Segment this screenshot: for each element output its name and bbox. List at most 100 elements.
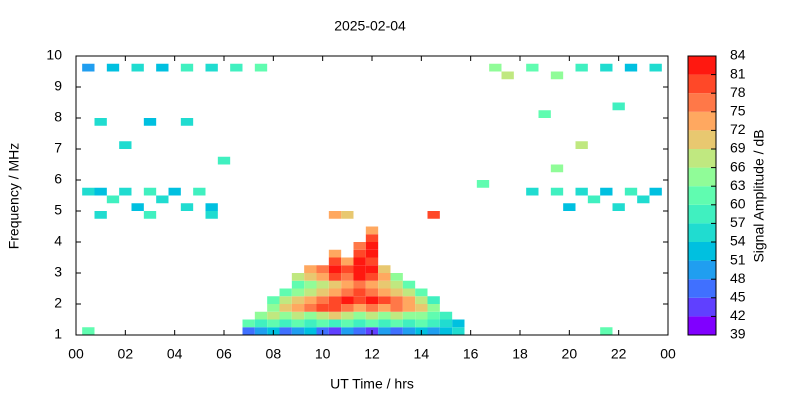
cell xyxy=(279,319,292,328)
cell xyxy=(365,288,379,297)
colorbar-band xyxy=(688,242,716,261)
cell xyxy=(143,187,157,196)
colorbar-tick-label: 45 xyxy=(730,289,746,305)
colorbar-tick-label: 84 xyxy=(730,47,746,63)
cell xyxy=(304,319,317,328)
cell xyxy=(328,311,342,320)
cell xyxy=(168,187,181,196)
cell xyxy=(180,203,194,211)
cell xyxy=(316,311,329,320)
x-tick-label: 00 xyxy=(68,346,84,362)
cell xyxy=(328,273,342,281)
cell xyxy=(415,311,428,320)
cell xyxy=(402,296,416,304)
y-tick-label: 3 xyxy=(54,264,62,280)
cell xyxy=(341,327,354,335)
cell xyxy=(600,327,613,335)
cell xyxy=(378,319,391,328)
cell xyxy=(328,211,342,219)
cell xyxy=(82,327,95,335)
cell xyxy=(316,273,329,281)
cell xyxy=(365,304,379,312)
x-tick-label: 18 xyxy=(512,346,528,362)
cell xyxy=(365,226,379,235)
x-tick-label: 22 xyxy=(611,346,627,362)
cell xyxy=(365,265,379,273)
cell xyxy=(267,311,280,320)
cell xyxy=(649,187,662,196)
cell xyxy=(291,288,305,297)
cell xyxy=(94,187,107,196)
cell xyxy=(378,273,391,281)
cell xyxy=(230,63,243,72)
cell xyxy=(353,311,366,320)
colorbar-tick-label: 57 xyxy=(730,214,746,230)
cell xyxy=(316,304,329,312)
cell xyxy=(279,288,292,297)
cell xyxy=(550,71,564,80)
cell xyxy=(267,319,280,328)
cell xyxy=(131,203,144,211)
y-tick-label: 10 xyxy=(46,47,62,63)
cell xyxy=(267,304,280,312)
cell xyxy=(427,327,440,335)
x-tick-label: 08 xyxy=(266,346,282,362)
cell xyxy=(390,327,403,335)
cell xyxy=(328,319,342,328)
cell xyxy=(501,71,514,80)
colorbar-band xyxy=(688,297,716,317)
cell xyxy=(205,63,218,72)
cell xyxy=(489,63,502,72)
cell xyxy=(328,265,342,273)
cell xyxy=(341,257,354,266)
cell xyxy=(415,319,428,328)
cell xyxy=(575,141,588,149)
cell xyxy=(291,311,305,320)
y-tick-label: 6 xyxy=(54,171,62,187)
y-tick-label: 2 xyxy=(54,295,62,311)
cell xyxy=(378,288,391,297)
cell xyxy=(402,327,416,335)
cell xyxy=(587,195,601,204)
cell xyxy=(143,118,157,126)
cell xyxy=(316,265,329,273)
cell xyxy=(304,273,317,281)
cell xyxy=(328,296,342,304)
cell xyxy=(365,319,379,328)
cell xyxy=(353,265,366,273)
cell xyxy=(291,304,305,312)
cell xyxy=(624,187,638,196)
colorbar-band xyxy=(688,223,716,242)
cell xyxy=(254,311,268,320)
cell xyxy=(427,319,440,328)
x-tick-label: 12 xyxy=(364,346,380,362)
cell xyxy=(328,249,342,258)
x-tick-label: 10 xyxy=(315,346,331,362)
cell xyxy=(402,280,416,289)
cell xyxy=(550,187,564,196)
colorbar-tick-label: 54 xyxy=(730,233,746,249)
cell xyxy=(180,118,194,126)
colorbar-tick-label: 39 xyxy=(730,326,746,342)
colorbar-band xyxy=(688,149,716,168)
cell xyxy=(279,327,292,335)
colorbar-label: Signal Amplitude / dB xyxy=(751,129,767,262)
cell xyxy=(452,319,465,328)
cell xyxy=(378,327,391,335)
cell xyxy=(267,296,280,304)
cell xyxy=(304,280,317,289)
cell xyxy=(365,257,379,266)
cell xyxy=(341,273,354,281)
cell xyxy=(341,311,354,320)
cell xyxy=(390,296,403,304)
cell xyxy=(353,327,366,335)
cell xyxy=(353,288,366,297)
cell xyxy=(341,288,354,297)
cell xyxy=(341,296,354,304)
cell xyxy=(390,288,403,297)
cell xyxy=(328,257,342,266)
heatmap-cells xyxy=(82,63,662,335)
cell xyxy=(365,249,379,258)
x-tick-label: 14 xyxy=(414,346,430,362)
colorbar-band xyxy=(688,204,716,224)
